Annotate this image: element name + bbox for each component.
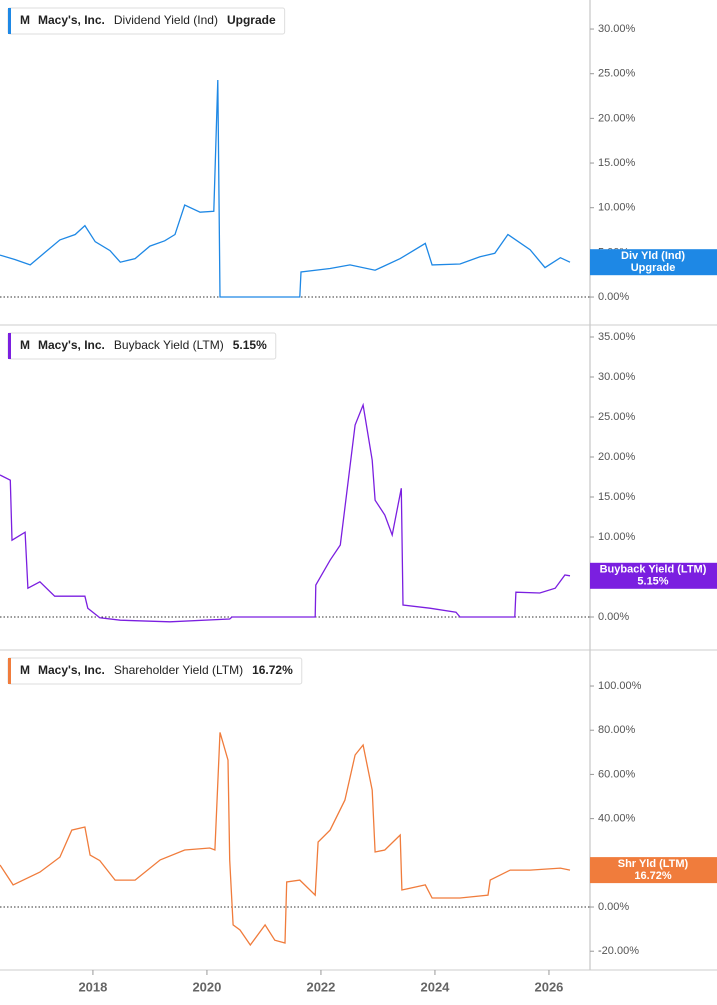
y-tick-label: 0.00% bbox=[598, 291, 629, 303]
x-tick-label: 2024 bbox=[420, 979, 450, 994]
y-tick-label: 15.00% bbox=[598, 157, 636, 169]
y-tick-label: 20.00% bbox=[598, 451, 636, 463]
legend-company: Macy's, Inc. bbox=[38, 13, 105, 27]
x-tick-label: 2018 bbox=[78, 979, 107, 994]
y-tick-label: 25.00% bbox=[598, 411, 636, 423]
data-line bbox=[0, 402, 571, 623]
badge-value: 16.72% bbox=[634, 870, 672, 882]
y-tick-label: 0.00% bbox=[598, 901, 629, 913]
value-badge bbox=[590, 249, 717, 276]
legend-company: Macy's, Inc. bbox=[38, 663, 105, 677]
value-badge bbox=[590, 857, 717, 884]
y-tick-label: 10.00% bbox=[598, 202, 636, 214]
x-tick-label: 2026 bbox=[534, 979, 563, 994]
x-tick-label: 2020 bbox=[192, 979, 221, 994]
badge-value: Upgrade bbox=[631, 262, 676, 274]
legend-swatch bbox=[8, 333, 11, 359]
y-tick-label: 30.00% bbox=[598, 23, 636, 35]
y-tick-label: 30.00% bbox=[598, 371, 636, 383]
legend-series: Buyback Yield (LTM) bbox=[114, 338, 224, 352]
legend-swatch bbox=[8, 658, 11, 684]
value-badge bbox=[590, 562, 717, 589]
badge-label: Div Yld (Ind) bbox=[621, 250, 685, 262]
y-tick-label: 15.00% bbox=[598, 491, 636, 503]
y-tick-label: 20.00% bbox=[598, 112, 636, 124]
y-tick-label: 60.00% bbox=[598, 768, 636, 780]
y-tick-label: 100.00% bbox=[598, 680, 642, 692]
data-line bbox=[0, 732, 571, 947]
badge-label: Buyback Yield (LTM) bbox=[600, 564, 707, 576]
y-tick-label: 80.00% bbox=[598, 724, 636, 736]
legend-company: Macy's, Inc. bbox=[38, 338, 105, 352]
legend-value: 16.72% bbox=[252, 663, 293, 677]
legend-logo: M bbox=[20, 338, 30, 352]
legend-value: 5.15% bbox=[233, 338, 267, 352]
legend-logo: M bbox=[20, 13, 30, 27]
y-tick-label: 0.00% bbox=[598, 611, 629, 623]
y-tick-label: 10.00% bbox=[598, 531, 636, 543]
legend-logo: M bbox=[20, 663, 30, 677]
legend-swatch bbox=[8, 8, 11, 34]
legend-series: Dividend Yield (Ind) bbox=[114, 13, 218, 27]
badge-label: Shr Yld (LTM) bbox=[618, 858, 689, 870]
x-tick-label: 2022 bbox=[306, 979, 335, 994]
y-tick-label: 25.00% bbox=[598, 68, 636, 80]
y-tick-label: -20.00% bbox=[598, 945, 639, 957]
y-tick-label: 40.00% bbox=[598, 813, 636, 825]
y-tick-label: 35.00% bbox=[598, 331, 636, 343]
legend-value: Upgrade bbox=[227, 13, 276, 27]
legend-series: Shareholder Yield (LTM) bbox=[114, 663, 243, 677]
data-line bbox=[0, 79, 571, 298]
badge-value: 5.15% bbox=[637, 576, 668, 588]
